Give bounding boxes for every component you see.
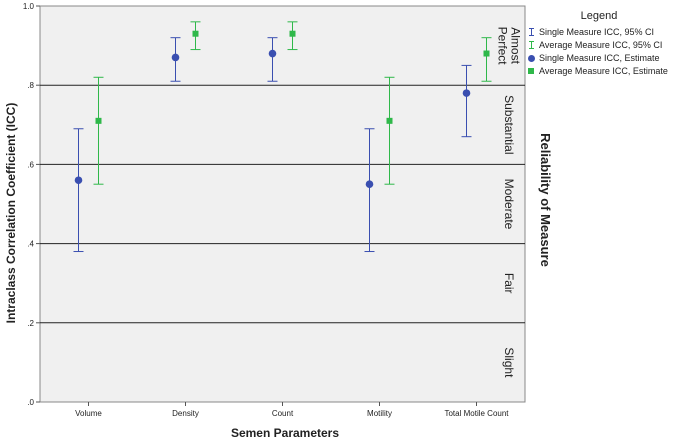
square-marker-icon (525, 65, 539, 77)
estimate-point (171, 53, 180, 62)
legend-title: Legend (580, 10, 618, 22)
legend-label: Average Measure ICC, Estimate (539, 65, 668, 76)
x-tick-label: Density (172, 409, 199, 418)
zone-label-line: Slight (502, 347, 516, 378)
estimate-point (268, 49, 277, 58)
estimate-point (462, 89, 471, 97)
reliability-thresholds (40, 84, 525, 324)
legend-label: Single Measure ICC, 95% CI (539, 26, 655, 37)
estimate-point (95, 117, 102, 124)
zone-label: Slight (502, 347, 516, 378)
legend-label: Average Measure ICC, 95% CI (539, 39, 663, 50)
zone-label-line: Fair (502, 273, 516, 294)
secondary-axis-label: Reliability of Measure (538, 133, 553, 267)
legend-item: Single Measure ICC, 95% CI (525, 25, 673, 38)
y-tick-label: .6 (27, 160, 34, 169)
x-tick-label: Total Motile Count (444, 409, 509, 418)
estimate-point (365, 180, 374, 188)
estimate-point (483, 50, 490, 57)
zone-label-line: Substantial (502, 95, 516, 154)
legend-item: Single Measure ICC, Estimate (525, 51, 673, 64)
data-marks (73, 21, 492, 253)
x-axis-label: Semen Parameters (231, 426, 339, 440)
legend-label: Single Measure ICC, Estimate (539, 52, 660, 63)
legend-item: Average Measure ICC, 95% CI (525, 38, 673, 51)
legend-item: Average Measure ICC, Estimate (525, 64, 673, 77)
y-tick-label: .8 (27, 81, 34, 90)
estimate-point (74, 176, 83, 185)
y-tick-label: .4 (27, 240, 34, 249)
x-tick-label: Volume (75, 409, 102, 418)
y-tick-label: .2 (27, 319, 34, 328)
y-tick-label: 1.0 (23, 2, 35, 11)
estimate-point (289, 30, 296, 37)
circle-marker-icon (525, 52, 539, 64)
errorbar-icon (525, 39, 539, 51)
y-axis: .0 .2 .4 .6 .8 1.0 (23, 2, 40, 407)
legend: Legend Single Measure ICC, 95% CI Average… (525, 8, 673, 77)
estimate-point (386, 117, 393, 124)
reliability-zone-labels: AlmostPerfect Substantial Moderate Fair Slig… (496, 27, 523, 378)
y-tick-label: .0 (27, 398, 34, 407)
y-axis-label: Intraclass Correlation Coefficient (ICC) (4, 103, 18, 324)
zone-label-line: Moderate (502, 179, 516, 230)
zone-label: Moderate (502, 179, 516, 230)
zone-label: Substantial (502, 95, 516, 154)
zone-label-line: Almost (509, 27, 523, 64)
x-tick-label: Count (272, 409, 294, 418)
x-axis: Volume Density Count Motility Total Motile C… (75, 402, 509, 418)
zone-label: AlmostPerfect (496, 27, 523, 66)
estimate-point (192, 30, 199, 37)
zone-label: Fair (502, 273, 516, 294)
zone-label-line: Perfect (496, 27, 510, 66)
errorbar-icon (525, 26, 539, 38)
x-tick-label: Motility (367, 409, 392, 418)
plot-area (39, 5, 526, 403)
